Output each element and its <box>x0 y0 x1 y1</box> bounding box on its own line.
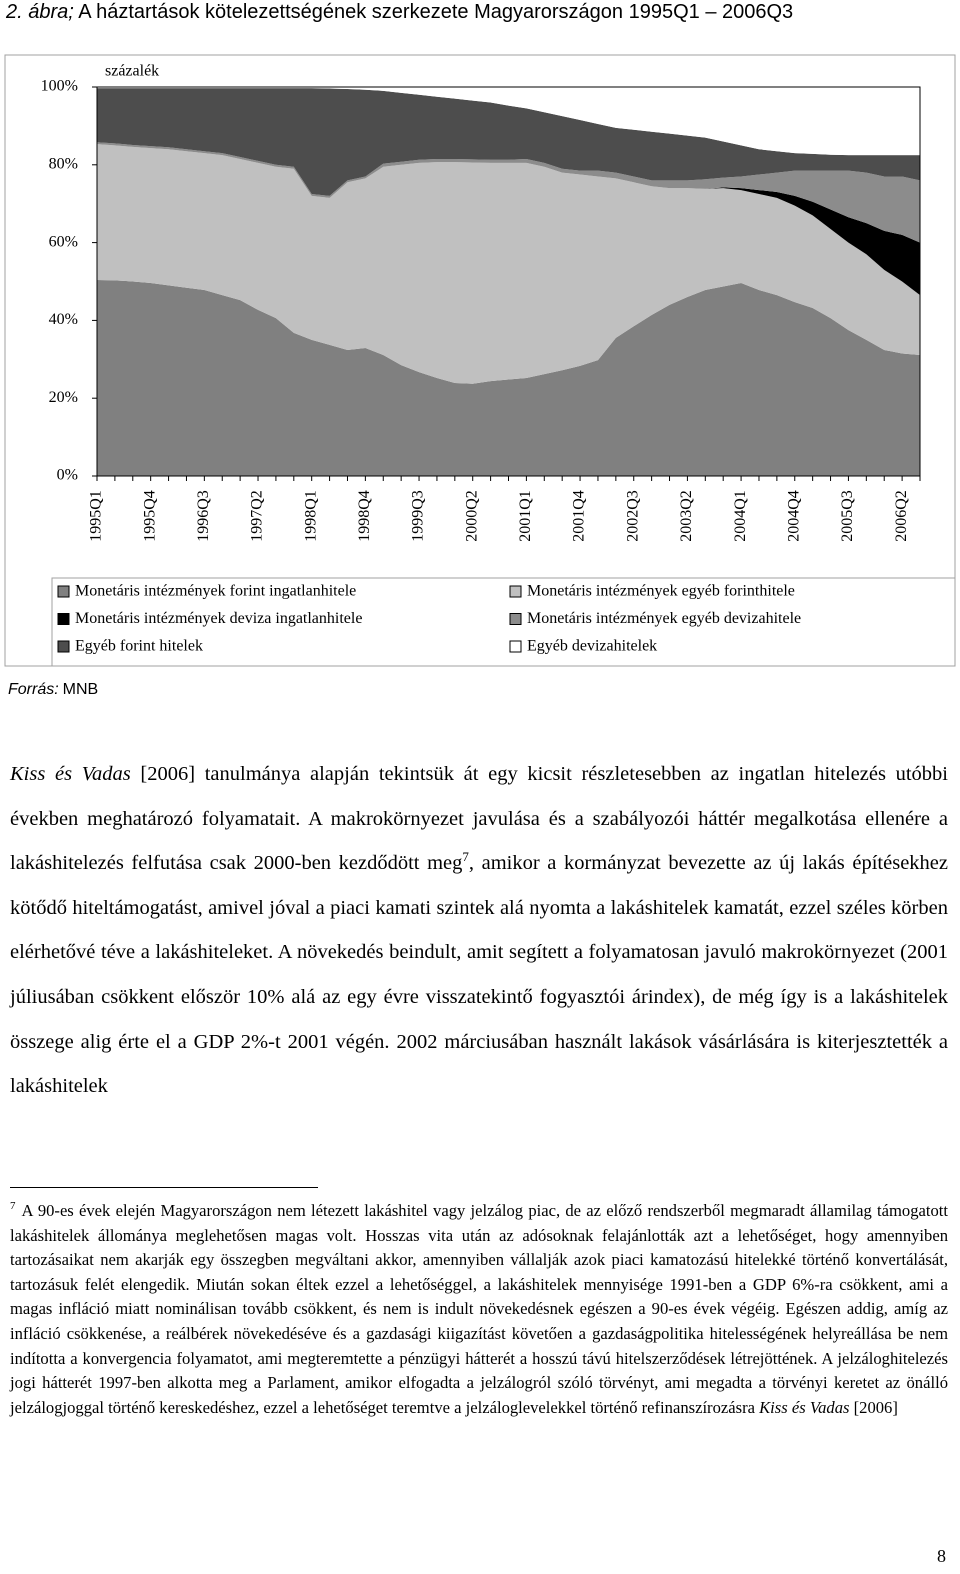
legend-label: Monetáris intézmények egyéb devizahitele <box>527 610 801 627</box>
title-text: A háztartások kötelezettségének szerkeze… <box>78 1 793 23</box>
area <box>97 87 920 156</box>
figure-label: 2. ábra; <box>5 1 74 23</box>
x-tick-label: 2001Q1 <box>517 490 534 542</box>
footnote-rule <box>10 1187 318 1188</box>
body-text: [2006] tanulmánya alapján tekintsük át e… <box>10 763 948 875</box>
y-tick-label: 40% <box>49 311 78 328</box>
chart: 2. ábra; A háztartások kötelezettségének… <box>4 1 956 699</box>
x-tick-label: 2000Q2 <box>463 490 480 542</box>
page-number: 8 <box>937 1546 946 1566</box>
area <box>97 88 920 196</box>
legend-swatch <box>509 613 522 625</box>
x-tick-label: 1999Q3 <box>410 490 427 542</box>
x-tick-label: 2004Q1 <box>732 490 749 542</box>
legend-label: Monetáris intézmények deviza ingatlanhit… <box>75 610 362 627</box>
y-tick-label: 20% <box>49 389 78 406</box>
source-name: MNB <box>63 681 99 698</box>
x-tick-label: 2006Q2 <box>893 490 910 542</box>
legend-label: Monetáris intézmények egyéb forinthitele <box>527 583 795 600</box>
legend-swatch <box>509 585 522 598</box>
y-unit-label: százalék <box>105 63 159 80</box>
body-text: , amikor a kormányzat bevezette az új la… <box>10 852 948 1098</box>
y-tick-label: 60% <box>49 233 78 250</box>
footnote-ref: 7 <box>462 849 469 865</box>
area <box>97 279 920 476</box>
legend-label: Egyéb devizahitelek <box>527 638 657 655</box>
chart-title: 2. ábra; A háztartások kötelezettségének… <box>5 1 793 23</box>
footnote-number: 7 <box>10 1200 16 1213</box>
x-tick-label: 1995Q4 <box>141 490 158 542</box>
y-tick-label: 80% <box>49 155 78 172</box>
plot-area <box>96 86 921 477</box>
x-tick-label: 2002Q3 <box>624 490 641 542</box>
legend-frame <box>51 577 956 667</box>
source: Forrás: MNB <box>8 681 98 699</box>
footnote-year: [2006] <box>849 1397 898 1417</box>
body-paragraph: Kiss és Vadas [2006] tanulmánya alapján … <box>10 752 948 1109</box>
x-tick-label: 2005Q3 <box>839 490 856 542</box>
area <box>97 144 920 384</box>
legend-label: Egyéb forint hitelek <box>75 638 203 655</box>
footnote-citation: Kiss és Vadas <box>759 1397 850 1417</box>
y-tick-label: 0% <box>57 467 78 484</box>
x-tick-label: 2001Q4 <box>571 490 588 542</box>
legend-swatch <box>57 585 70 598</box>
legend-swatch <box>57 613 70 625</box>
source-label: Forrás: <box>8 681 59 698</box>
citation: Kiss és Vadas <box>10 763 131 785</box>
x-tick-label: 2003Q2 <box>678 490 695 542</box>
x-tick-label: 1998Q1 <box>302 490 319 542</box>
legend-swatch <box>57 640 70 653</box>
legend-label: Monetáris intézmények forint ingatlanhit… <box>75 583 356 600</box>
x-tick-label: 1997Q2 <box>249 490 266 542</box>
y-tick-label: 100% <box>41 78 78 95</box>
legend-swatch <box>509 640 522 653</box>
x-tick-label: 2004Q4 <box>785 490 802 542</box>
area <box>97 142 920 243</box>
x-tick-label: 1995Q1 <box>88 490 105 542</box>
x-tick-label: 1996Q3 <box>195 490 212 542</box>
footnote-text: A 90-es évek elején Magyarországon nem l… <box>10 1201 948 1417</box>
x-tick-label: 1998Q4 <box>356 490 373 542</box>
